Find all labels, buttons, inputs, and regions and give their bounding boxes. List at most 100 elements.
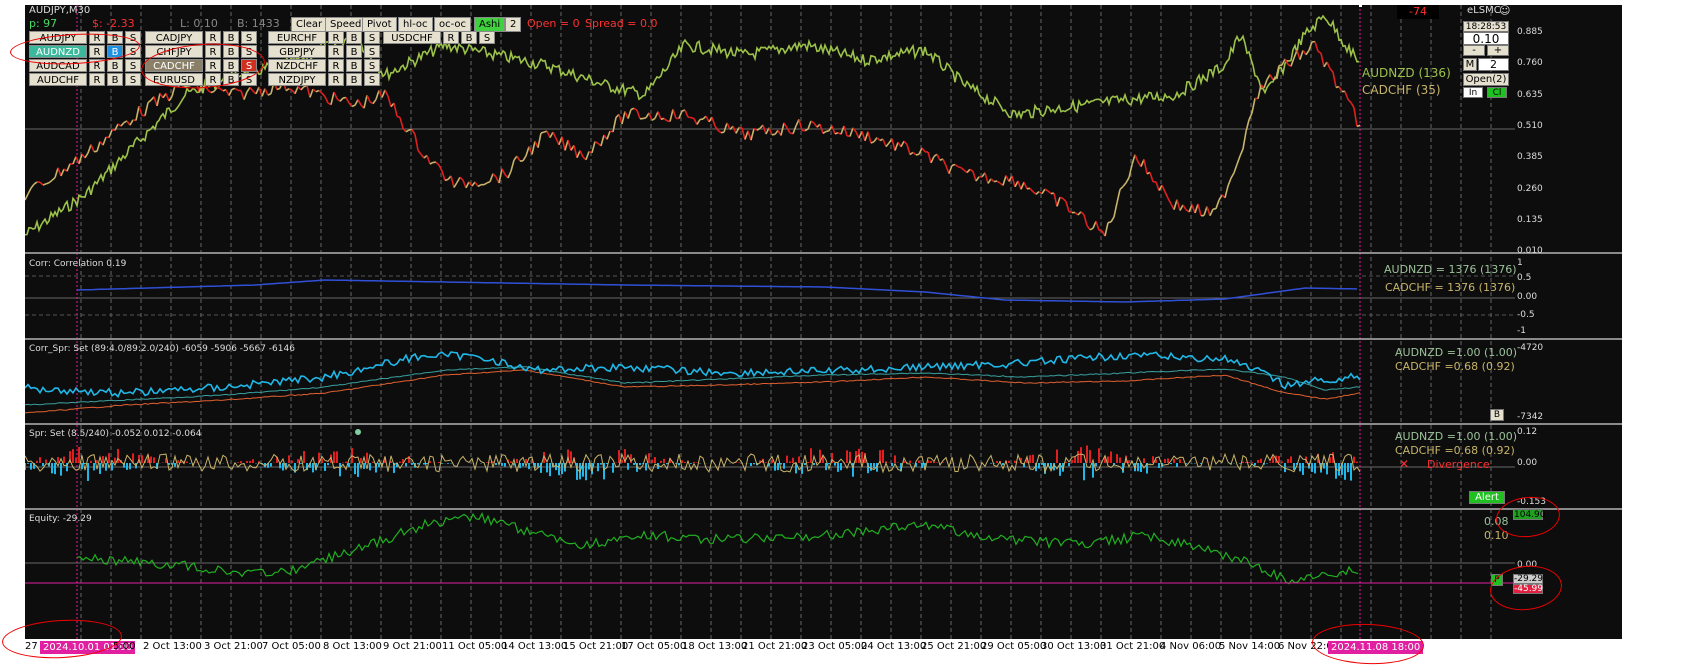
- symbol-button-gbpjpy[interactable]: GBPJPY: [268, 45, 326, 58]
- audnzd-s-button[interactable]: S: [125, 45, 141, 58]
- corr-legend-audnzd: AUDNZD = 1376 (1376): [1384, 263, 1517, 276]
- usdchf-s-button[interactable]: S: [479, 31, 495, 44]
- eurusd-s-button[interactable]: S: [241, 73, 257, 86]
- cadchf-price-segment: [1302, 49, 1307, 56]
- lot-increase-button[interactable]: +: [1487, 45, 1509, 56]
- chfjpy-r-button[interactable]: R: [205, 45, 221, 58]
- symbol-button-usdchf[interactable]: USDCHF: [383, 31, 441, 44]
- pane-separator[interactable]: [25, 252, 1622, 254]
- eurchf-b-button[interactable]: B: [346, 31, 362, 44]
- smiley-icon[interactable]: ☺: [1499, 4, 1511, 17]
- eurchf-r-button[interactable]: R: [328, 31, 344, 44]
- usdchf-b-button[interactable]: B: [461, 31, 477, 44]
- cadjpy-r-button[interactable]: R: [205, 31, 221, 44]
- audchf-b-button[interactable]: B: [107, 73, 123, 86]
- cadchf-price-segment: [1068, 210, 1073, 214]
- nzdchf-b-button[interactable]: B: [346, 59, 362, 72]
- chart-area[interactable]: [25, 5, 1622, 639]
- audcad-s-button[interactable]: S: [125, 59, 141, 72]
- corrspr-b-button[interactable]: B: [1490, 409, 1504, 421]
- ashi-value-field[interactable]: 2: [505, 17, 522, 32]
- cadchf-price-segment: [159, 92, 164, 99]
- cadchf-price-segment: [1245, 119, 1250, 132]
- cadchf-price-segment: [87, 144, 92, 154]
- nzdjpy-r-button[interactable]: R: [328, 73, 344, 86]
- in-button[interactable]: In: [1463, 87, 1483, 98]
- ashi-button[interactable]: Ashi: [474, 17, 506, 32]
- symbol-button-audchf[interactable]: AUDCHF: [29, 73, 87, 86]
- chfjpy-s-button[interactable]: S: [241, 45, 257, 58]
- cadchf-b-button[interactable]: B: [223, 59, 239, 72]
- gbpjpy-b-button[interactable]: B: [346, 45, 362, 58]
- cadjpy-b-button[interactable]: B: [223, 31, 239, 44]
- eurusd-r-button[interactable]: R: [205, 73, 221, 86]
- audjpy-b-button[interactable]: B: [107, 31, 123, 44]
- audnzd-r-button[interactable]: R: [89, 45, 105, 58]
- hl-oc-button[interactable]: hl-oc: [398, 17, 433, 32]
- lot-decrease-button[interactable]: -: [1463, 45, 1485, 56]
- clear-button[interactable]: Clear: [291, 17, 328, 32]
- m-value-field[interactable]: 2: [1478, 58, 1509, 71]
- symbol-button-chfjpy[interactable]: CHFJPY: [145, 45, 203, 58]
- symbol-button-nzdjpy[interactable]: NZDJPY: [268, 73, 326, 86]
- cadchf-price-segment: [408, 128, 413, 131]
- pane-separator[interactable]: [25, 508, 1622, 510]
- audcad-b-button[interactable]: B: [107, 59, 123, 72]
- equity-p-button[interactable]: P: [1491, 574, 1503, 586]
- audchf-r-button[interactable]: R: [89, 73, 105, 86]
- pane-separator[interactable]: [25, 423, 1622, 425]
- cadchf-price-segment: [858, 130, 863, 139]
- chfjpy-b-button[interactable]: B: [223, 45, 239, 58]
- symbol-button-audnzd[interactable]: AUDNZD: [29, 45, 87, 58]
- equity-line: [76, 512, 1359, 585]
- cadchf-price-segment: [741, 127, 746, 140]
- nzdjpy-b-button[interactable]: B: [346, 73, 362, 86]
- cadchf-price-segment: [1299, 50, 1304, 60]
- symbol-button-cadchf[interactable]: CADCHF: [145, 59, 203, 72]
- audjpy-s-button[interactable]: S: [125, 31, 141, 44]
- cadchf-price-segment: [825, 130, 830, 133]
- audcad-r-button[interactable]: R: [89, 59, 105, 72]
- cadchf-price-segment: [663, 117, 668, 122]
- alert-button[interactable]: Alert: [1469, 491, 1505, 504]
- cadchf-price-segment: [684, 109, 689, 118]
- pivot-button[interactable]: Pivot: [362, 17, 397, 32]
- cadchf-price-segment: [54, 167, 59, 178]
- cadchf-price-segment: [1314, 41, 1319, 52]
- nzdchf-s-button[interactable]: S: [364, 59, 380, 72]
- symbol-button-eurchf[interactable]: EURCHF: [268, 31, 326, 44]
- audnzd-b-button[interactable]: B: [107, 45, 123, 58]
- gbpjpy-r-button[interactable]: R: [328, 45, 344, 58]
- cadjpy-s-button[interactable]: S: [241, 31, 257, 44]
- audchf-s-button[interactable]: S: [125, 73, 141, 86]
- speed-button[interactable]: Speed: [325, 17, 367, 32]
- cadchf-price-segment: [243, 91, 248, 100]
- cadchf-price-segment: [843, 125, 848, 137]
- eurchf-s-button[interactable]: S: [364, 31, 380, 44]
- cadchf-price-segment: [660, 117, 665, 121]
- audjpy-r-button[interactable]: R: [89, 31, 105, 44]
- lot-field[interactable]: 0.10: [1463, 32, 1509, 45]
- gbpjpy-s-button[interactable]: S: [364, 45, 380, 58]
- oc-oc-button[interactable]: oc-oc: [434, 17, 472, 32]
- nzdchf-r-button[interactable]: R: [328, 59, 344, 72]
- equity-box-2: -45.99: [1513, 584, 1544, 594]
- symbol-button-audcad[interactable]: AUDCAD: [29, 59, 87, 72]
- eurusd-b-button[interactable]: B: [223, 73, 239, 86]
- close-button[interactable]: Cl: [1487, 87, 1507, 98]
- symbol-button-audjpy[interactable]: AUDJPY: [29, 31, 87, 44]
- open-positions-button[interactable]: Open(2): [1463, 73, 1509, 86]
- pane-separator[interactable]: [25, 338, 1622, 340]
- symbol-button-cadjpy[interactable]: CADJPY: [145, 31, 203, 44]
- cadchf-price-segment: [954, 163, 959, 168]
- chart-canvas[interactable]: [25, 5, 1622, 639]
- symbol-button-nzdchf[interactable]: NZDCHF: [268, 59, 326, 72]
- symbol-button-eurusd[interactable]: EURUSD: [145, 73, 203, 86]
- cadchf-price-segment: [885, 142, 890, 148]
- cadchf-r-button[interactable]: R: [205, 59, 221, 72]
- usdchf-r-button[interactable]: R: [443, 31, 459, 44]
- cadchf-price-segment: [411, 129, 416, 135]
- cadchf-price-segment: [219, 87, 224, 92]
- cadchf-s-button[interactable]: S: [241, 59, 257, 72]
- nzdjpy-s-button[interactable]: S: [364, 73, 380, 86]
